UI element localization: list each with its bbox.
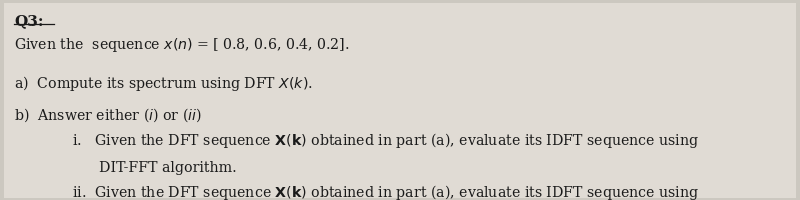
Text: i.   Given the DFT sequence $\mathbf{X}(\mathbf{k})$ obtained in part (a), evalu: i. Given the DFT sequence $\mathbf{X}(\m… bbox=[72, 130, 699, 149]
Text: a)  Compute its spectrum using DFT $X(k)$.: a) Compute its spectrum using DFT $X(k)$… bbox=[14, 74, 314, 93]
Text: b)  Answer either ($i$) or ($ii$): b) Answer either ($i$) or ($ii$) bbox=[14, 106, 202, 124]
FancyBboxPatch shape bbox=[4, 4, 796, 198]
Text: DIT-FFT algorithm.: DIT-FFT algorithm. bbox=[72, 160, 237, 174]
Text: Q3:: Q3: bbox=[14, 14, 44, 28]
Text: Given the  sequence $x(n)$ = [ 0.8, 0.6, 0.4, 0.2].: Given the sequence $x(n)$ = [ 0.8, 0.6, … bbox=[14, 36, 350, 54]
Text: ii.  Given the DFT sequence $\mathbf{X}(\mathbf{k})$ obtained in part (a), evalu: ii. Given the DFT sequence $\mathbf{X}(\… bbox=[72, 182, 699, 200]
